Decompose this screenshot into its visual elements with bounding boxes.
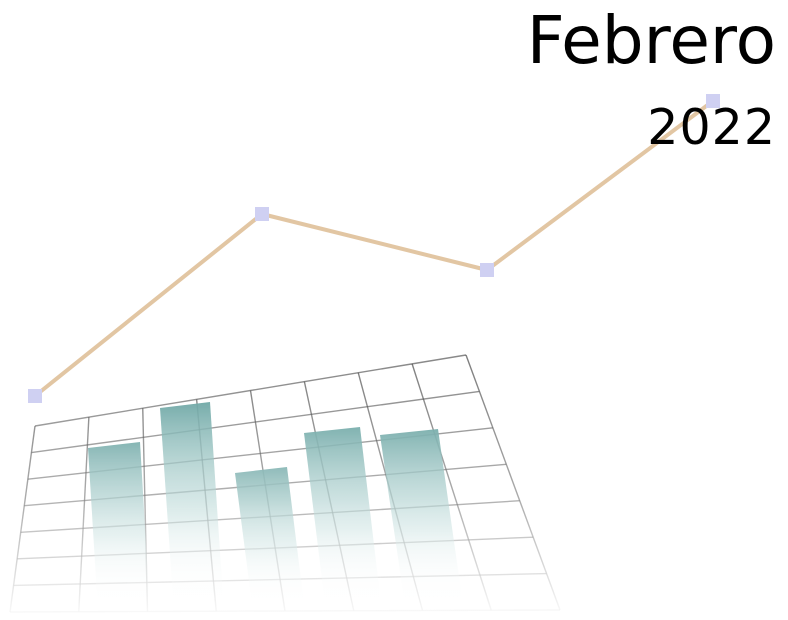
line-marker [28, 389, 42, 403]
bottom-fade [0, 360, 788, 615]
line-marker [706, 94, 720, 108]
page-title: Febrero [526, 2, 776, 79]
line-marker [255, 207, 269, 221]
line-marker [480, 263, 494, 277]
trend-line [33, 99, 715, 398]
page-subtitle-year: 2022 [647, 99, 776, 156]
